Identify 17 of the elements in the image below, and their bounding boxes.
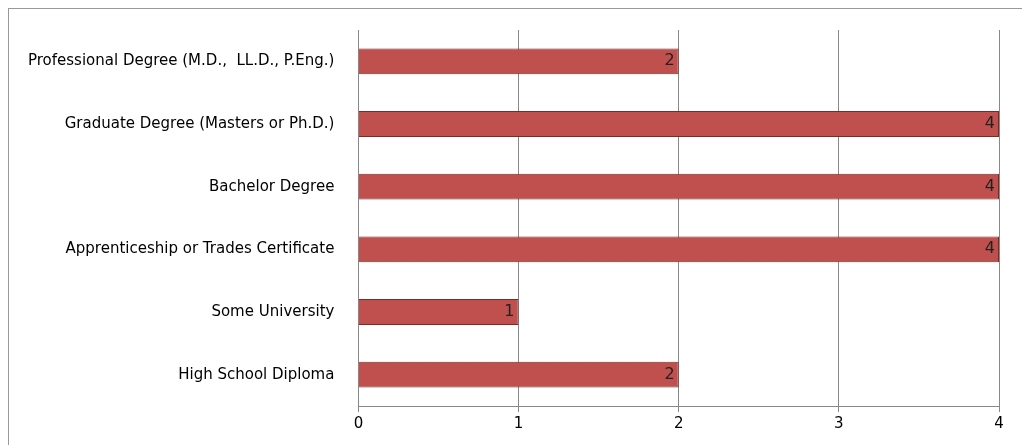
data-label: 4 <box>984 175 995 195</box>
data-label: 4 <box>984 113 995 133</box>
y-tick-label: High School Diploma <box>178 364 335 383</box>
y-tick-label: Professional Degree (M.D., LL.D., P.Eng.) <box>28 51 335 70</box>
x-tick-label: 1 <box>513 413 524 432</box>
data-label: 4 <box>984 238 995 258</box>
y-tick-label: Graduate Degree (Masters or Ph.D.) <box>64 113 335 132</box>
data-label: 2 <box>664 363 675 383</box>
x-tick-label: 4 <box>994 413 1004 432</box>
data-label: 1 <box>504 301 515 321</box>
data-label: 2 <box>664 50 675 70</box>
x-tick-label: 0 <box>353 413 364 432</box>
y-tick-label: Some University <box>211 301 335 320</box>
y-tick-label: Bachelor Degree <box>209 176 335 195</box>
x-tick-label: 3 <box>834 413 844 432</box>
x-tick-label: 2 <box>673 413 684 432</box>
y-tick-label: Apprenticeship or Trades Certificate <box>65 239 335 258</box>
